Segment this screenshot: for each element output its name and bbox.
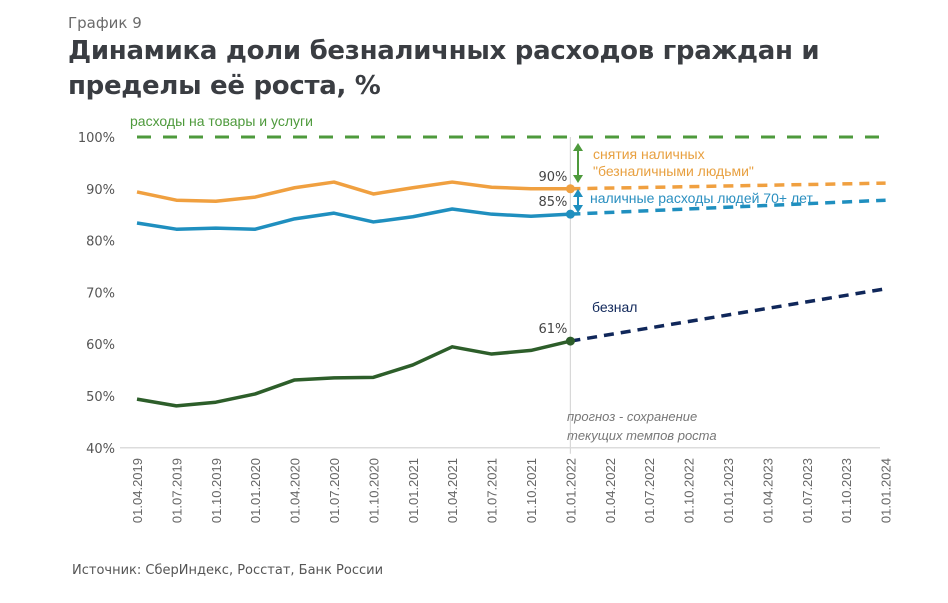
x-tick-label: 01.10.2021 [524,458,539,523]
series-cash-withdrawal-actual-line [136,180,571,203]
series-cashless-end-label: 61% [538,322,567,337]
y-tick-label: 90% [86,183,115,198]
x-tick-label: 01.10.2022 [682,458,697,523]
y-tick-label: 80% [86,235,115,250]
x-tick-label: 01.07.2021 [485,458,500,523]
annotation-forecast-line1: прогноз - сохранение [567,409,697,424]
series-cashless-forecast-line [570,287,886,343]
x-tick-label: 01.01.2024 [879,458,894,523]
x-tick-label: 01.10.2019 [209,458,224,523]
x-tick-label: 01.07.2019 [169,458,184,523]
series-elderly-actual-line [136,207,571,231]
x-tick-label: 01.04.2020 [288,458,303,523]
series-group: 90% 85% 61% [136,135,886,408]
annotation-elderly: наличные расходы людей 70+ лет [590,190,813,206]
x-tick-label: 01.01.2022 [563,458,578,523]
y-tick-label: 70% [86,286,115,301]
series-cashless-end-marker [565,336,575,346]
x-tick-label: 01.07.2023 [800,458,815,523]
annotation-cashless: безнал [592,299,637,315]
x-tick-label: 01.07.2020 [327,458,342,523]
series-cashless-actual-line [136,339,571,408]
annotation-forecast-line2: текущих темпов роста [567,428,717,443]
y-tick-label: 100% [78,131,115,146]
annotation-total: расходы на товары и услуги [130,113,313,129]
annotation-cash-withdrawal-line2: "безналичными людьми" [593,163,754,179]
x-tick-label: 01.04.2023 [760,458,775,523]
x-tick-label: 01.04.2021 [445,458,460,523]
x-tick-label: 01.01.2020 [248,458,263,523]
double-arrow-green-icon [573,143,583,183]
x-tick-label: 01.10.2023 [839,458,854,523]
annotation-cash-withdrawal-line1: снятия наличных [593,146,705,162]
chart-title: Динамика доли безналичных расходов гражд… [68,36,820,101]
annotations-group: расходы на товары и услуги снятия наличн… [130,113,813,443]
x-tick-label: 01.04.2019 [130,458,145,523]
x-tick-label: 01.01.2021 [406,458,421,523]
chart-subtitle: График 9 [68,14,142,32]
axes: 40% 50% 60% 70% 80% 90% 100% 01.04.2019 01.07.20… [78,131,894,523]
x-tick-label: 01.07.2022 [642,458,657,523]
y-tick-label: 60% [86,338,115,353]
series-cash-withdrawal-end-marker [565,184,575,194]
series-cash-withdrawal-forecast-line [570,181,886,191]
series-elderly-forecast-line [570,198,886,216]
series-cash-withdrawal-end-label: 90% [538,170,567,185]
series-elderly-end-marker [565,209,575,219]
source-note: Источник: СберИндекс, Росстат, Банк Росс… [72,563,384,578]
series-elderly-end-label: 85% [538,195,567,210]
double-arrow-blue-icon [573,189,583,213]
x-tick-label: 01.01.2023 [721,458,736,523]
x-tick-label: 01.04.2022 [603,458,618,523]
x-tick-label: 01.10.2020 [366,458,381,523]
y-tick-label: 40% [86,442,115,457]
y-tick-label: 50% [86,390,115,405]
